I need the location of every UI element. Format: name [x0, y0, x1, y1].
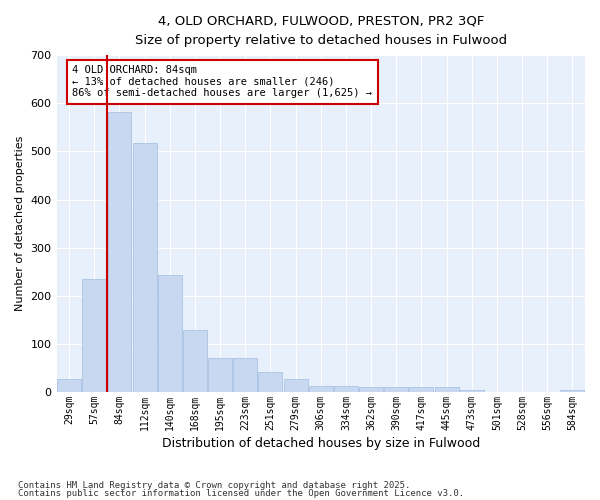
X-axis label: Distribution of detached houses by size in Fulwood: Distribution of detached houses by size … — [161, 437, 480, 450]
Text: 4 OLD ORCHARD: 84sqm
← 13% of detached houses are smaller (246)
86% of semi-deta: 4 OLD ORCHARD: 84sqm ← 13% of detached h… — [73, 65, 373, 98]
Bar — [385, 387, 408, 392]
Bar — [359, 387, 383, 392]
Bar — [133, 143, 157, 392]
Bar — [107, 112, 131, 392]
Title: 4, OLD ORCHARD, FULWOOD, PRESTON, PR2 3QF
Size of property relative to detached : 4, OLD ORCHARD, FULWOOD, PRESTON, PR2 3Q… — [135, 15, 507, 47]
Bar — [460, 390, 484, 392]
Bar — [309, 386, 333, 392]
Bar — [183, 330, 207, 392]
Text: Contains public sector information licensed under the Open Government Licence v3: Contains public sector information licen… — [18, 489, 464, 498]
Bar — [560, 390, 584, 392]
Bar — [57, 378, 81, 392]
Bar — [334, 386, 358, 392]
Bar — [82, 279, 106, 392]
Bar — [259, 372, 283, 392]
Bar — [158, 275, 182, 392]
Bar — [233, 358, 257, 392]
Text: Contains HM Land Registry data © Crown copyright and database right 2025.: Contains HM Land Registry data © Crown c… — [18, 480, 410, 490]
Bar — [284, 379, 308, 392]
Bar — [434, 387, 458, 392]
Bar — [208, 358, 232, 392]
Y-axis label: Number of detached properties: Number of detached properties — [15, 136, 25, 312]
Bar — [409, 387, 433, 392]
